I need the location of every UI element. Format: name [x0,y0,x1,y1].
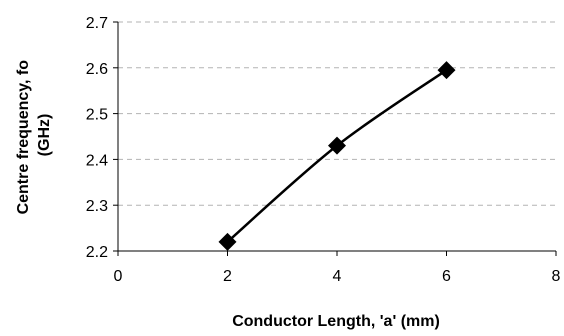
axes [117,22,556,252]
x-tick-label: 6 [442,268,451,285]
y-tick-label: 2.4 [86,152,108,169]
data-point-marker [218,232,237,251]
x-axis-title: Conductor Length, 'a' (mm) [232,313,440,330]
series-line [226,69,448,243]
x-tick-label: 4 [333,268,342,285]
x-tick-label: 2 [223,268,232,285]
y-tick-label: 2.6 [86,61,108,78]
y-tick-label: 2.2 [86,244,108,261]
y-tick-label: 2.3 [86,198,108,215]
series [218,61,456,251]
y-tick-label: 2.5 [86,107,108,124]
grid-lines [118,21,556,206]
data-point-marker [328,136,346,155]
y-axis-title-line-2: (GHz) [36,114,53,157]
data-point-marker [437,61,456,80]
y-tick-label: 2.7 [86,15,108,32]
tick-labels: 2.2 2.3 2.4 2.5 2.6 2.7 0 2 4 6 8 [86,15,561,285]
x-tick-label: 8 [552,268,561,285]
x-tick-label: 0 [114,268,123,285]
tick-marks [113,21,557,256]
y-axis-title-line-1: Centre frequency, fo [15,60,32,215]
y-axis-title: Centre frequency, fo (GHz) [15,56,53,215]
